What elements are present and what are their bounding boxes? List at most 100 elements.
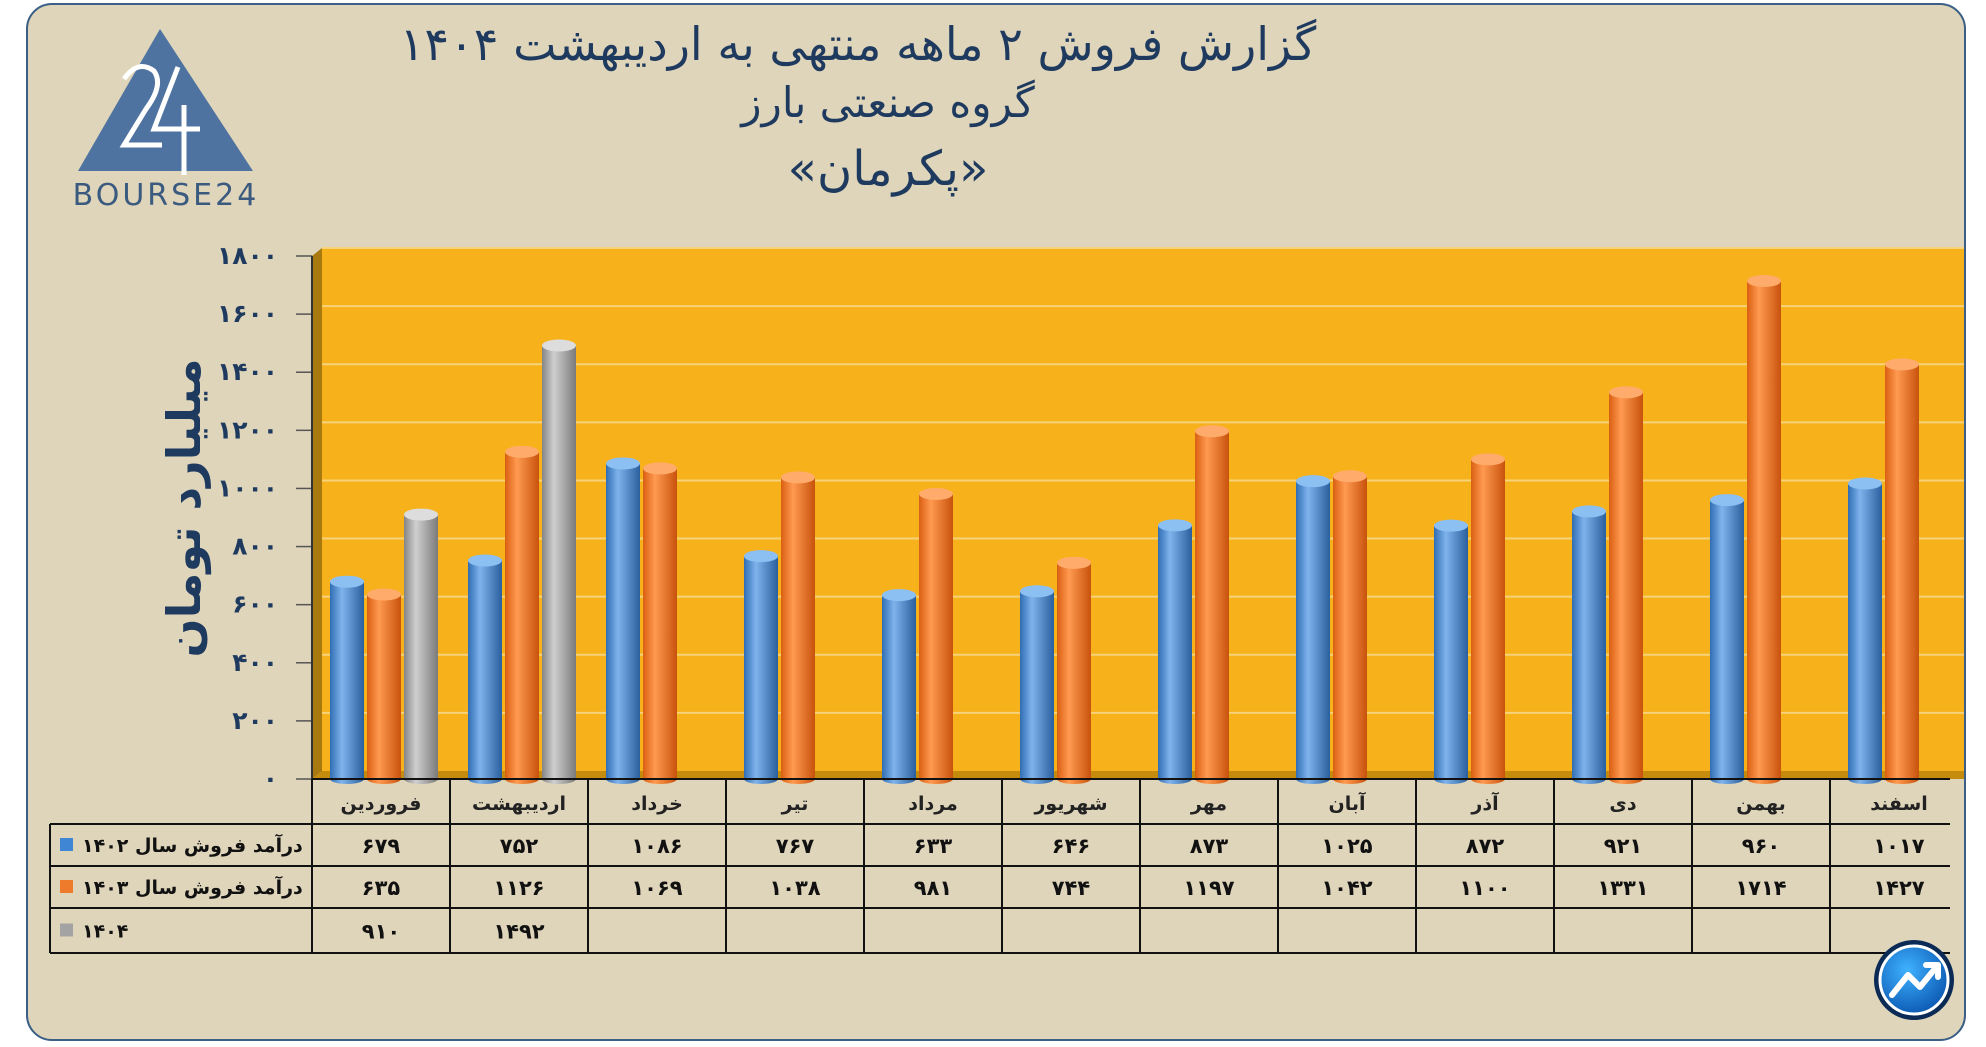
bar xyxy=(1158,519,1192,784)
bar-top xyxy=(1195,425,1229,438)
bar-top xyxy=(468,554,502,567)
data-label: ۱۷۱۴ xyxy=(1735,876,1786,900)
y-tick-label: ۴۰۰ xyxy=(232,648,278,677)
bar xyxy=(1848,477,1882,784)
bar xyxy=(882,589,916,784)
bar xyxy=(1609,386,1643,784)
data-label: ۶۷۹ xyxy=(362,834,401,858)
bar-body xyxy=(1057,562,1091,784)
bar-body xyxy=(1020,591,1054,784)
bar xyxy=(744,550,778,784)
legend-swatch xyxy=(60,838,73,851)
plot-floor xyxy=(312,771,1964,779)
bar xyxy=(1710,494,1744,784)
x-tick-label: مهر xyxy=(1190,793,1227,815)
bar-body xyxy=(542,345,576,784)
bar-top xyxy=(1158,519,1192,532)
bar-body xyxy=(1296,481,1330,784)
bar-body xyxy=(1747,280,1781,784)
bar xyxy=(542,339,576,784)
y-tick-label: ۱۰۰۰ xyxy=(217,473,278,502)
data-label: ۹۸۱ xyxy=(914,876,952,900)
bar-body xyxy=(1885,364,1919,784)
bar-body xyxy=(744,556,778,784)
data-label: ۱۱۲۶ xyxy=(493,876,544,900)
bar-body xyxy=(1848,483,1882,784)
bar xyxy=(1057,556,1091,784)
data-label: ۱۰۸۶ xyxy=(631,834,682,858)
bar-top xyxy=(542,339,576,352)
bar-body xyxy=(330,581,364,784)
x-tick-label: بهمن xyxy=(1736,793,1786,815)
x-tick-label: آذر xyxy=(1470,791,1499,815)
logo-24-icon xyxy=(119,64,200,175)
bar-body xyxy=(505,451,539,784)
logo-text: BOURSE24 xyxy=(73,178,260,213)
chart-canvas: BOURSE24 گزارش فروش ۲ ماهه منتهی به اردی… xyxy=(49,17,1964,1020)
trend-arrow-icon xyxy=(1889,962,1941,998)
bar-body xyxy=(882,595,916,784)
y-tick-label: ۲۰۰ xyxy=(232,706,278,735)
bar xyxy=(1471,453,1505,784)
y-axis-label: میلیارد تومان xyxy=(157,358,211,657)
bar-top xyxy=(744,550,778,563)
y-tick-label: ۱۸۰۰ xyxy=(217,241,278,270)
bar xyxy=(1195,425,1229,784)
bar xyxy=(643,462,677,784)
data-label: ۱۳۳۱ xyxy=(1597,876,1648,900)
bar-top xyxy=(1057,556,1091,569)
data-label: ۱۰۴۲ xyxy=(1321,876,1372,900)
data-label: ۷۴۴ xyxy=(1052,876,1091,900)
data-label: ۷۶۷ xyxy=(776,834,815,858)
data-label: ۸۷۳ xyxy=(1190,834,1229,858)
bar xyxy=(1572,505,1606,784)
bar-body xyxy=(1471,459,1505,784)
bar xyxy=(606,457,640,784)
bar-body xyxy=(1434,525,1468,784)
bar xyxy=(404,508,438,784)
bar-top xyxy=(781,471,815,484)
y-tick-label: ۰ xyxy=(263,764,278,793)
y-tick-label: ۱۴۰۰ xyxy=(217,357,278,386)
y-tick-label: ۶۰۰ xyxy=(232,590,278,619)
data-label: ۱۰۲۵ xyxy=(1321,834,1372,858)
bar-top xyxy=(1609,386,1643,399)
bar-top xyxy=(1572,505,1606,518)
bar-body xyxy=(1710,500,1744,784)
bar-top xyxy=(367,588,401,601)
legend-swatch xyxy=(60,880,73,893)
data-label: ۹۶۰ xyxy=(1742,834,1780,858)
bar-body xyxy=(1333,476,1367,784)
bar-top xyxy=(1471,453,1505,466)
bar-top xyxy=(882,589,916,602)
bar-top xyxy=(606,457,640,470)
bar-body xyxy=(1158,525,1192,784)
bar-body xyxy=(781,477,815,784)
data-label: ۶۴۶ xyxy=(1052,834,1090,858)
bar-body xyxy=(643,468,677,784)
bar xyxy=(1296,475,1330,784)
data-label: ۸۷۲ xyxy=(1466,834,1505,858)
bar-body xyxy=(1572,511,1606,784)
x-tick-label: آبان xyxy=(1329,791,1366,815)
y-tick-label: ۸۰۰ xyxy=(232,532,278,561)
bar-top xyxy=(643,462,677,475)
bar-top xyxy=(1434,519,1468,532)
legend-entry: درآمد فروش سال ۱۴۰۲ xyxy=(82,833,303,857)
bar-top xyxy=(1333,470,1367,483)
data-label: ۹۲۱ xyxy=(1604,834,1642,858)
data-label: ۱۴۹۲ xyxy=(493,920,544,944)
bar xyxy=(1020,585,1054,784)
bar-top xyxy=(1747,274,1781,287)
bar-top xyxy=(1710,494,1744,507)
bar-top xyxy=(1885,358,1919,371)
bar-top xyxy=(505,445,539,458)
data-label: ۹۱۰ xyxy=(362,920,400,944)
data-label: ۱۱۹۷ xyxy=(1183,876,1234,900)
data-label: ۱۱۰۰ xyxy=(1459,876,1510,900)
bar-body xyxy=(1609,392,1643,784)
bar xyxy=(468,554,502,784)
data-label: ۷۵۲ xyxy=(500,834,539,858)
plot-area xyxy=(322,248,1964,771)
x-tick-label: تیر xyxy=(781,793,809,815)
